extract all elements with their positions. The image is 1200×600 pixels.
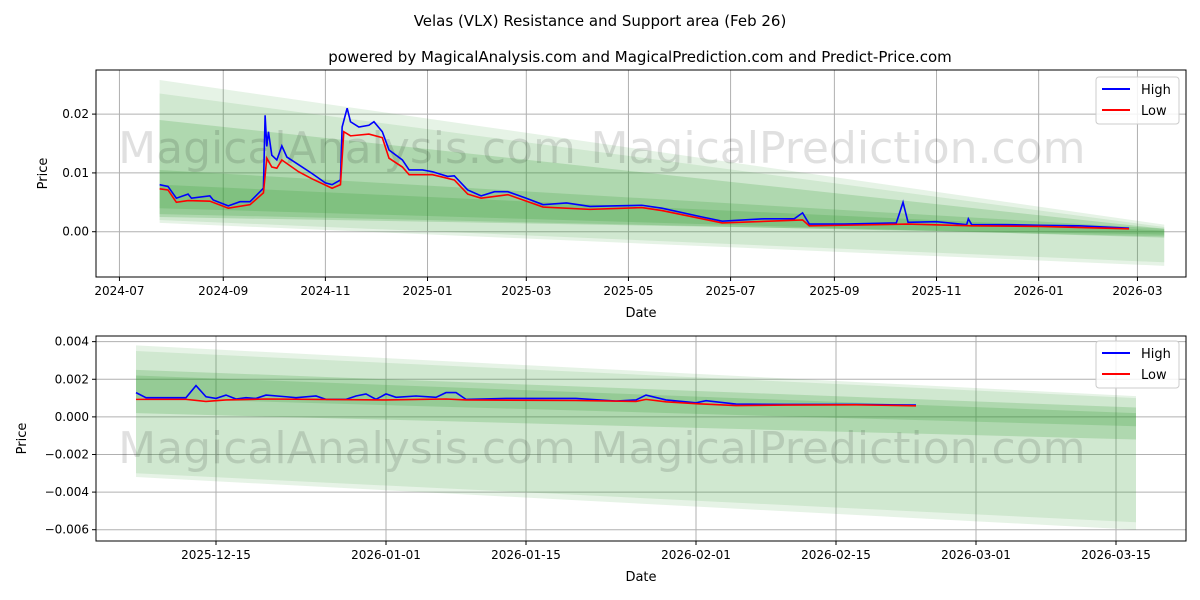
legend-label: High — [1141, 347, 1171, 362]
resistance-support-band — [159, 169, 1165, 237]
series-line-low — [136, 398, 917, 407]
x-tick-label: 2024-07 — [94, 284, 144, 298]
legend-label: Low — [1141, 104, 1167, 119]
y-tick-label: 0.000 — [55, 410, 89, 424]
plot-frame — [95, 335, 1187, 542]
x-tick-label: 2024-11 — [300, 284, 350, 298]
watermark-text: MagicalPrediction.com — [591, 423, 1086, 474]
x-tick-label: 2025-12-15 — [181, 548, 251, 562]
y-axis-label: Price — [15, 423, 30, 455]
y-tick-label: 0.01 — [62, 166, 89, 180]
x-tick-label: 2026-03-01 — [941, 548, 1011, 562]
y-tick-label: −0.004 — [45, 485, 89, 499]
legend: High Low — [1095, 76, 1180, 125]
y-tick-label: −0.006 — [45, 523, 89, 537]
y-tick-label: 0.00 — [62, 225, 89, 239]
watermark-text: MagicalAnalysis.com — [118, 423, 576, 474]
watermark-text: MagicalAnalysis.com — [118, 123, 576, 174]
x-tick-label: 2026-02-15 — [801, 548, 871, 562]
x-axis-label: Date — [625, 570, 656, 585]
x-tick-label: 2026-01-01 — [351, 548, 421, 562]
x-tick-label: 2024-09 — [198, 284, 248, 298]
x-tick-label: 2026-01 — [1014, 284, 1064, 298]
legend: High Low — [1095, 340, 1180, 389]
x-tick-label: 2026-02-01 — [661, 548, 731, 562]
x-tick-label: 2026-01-15 — [491, 548, 561, 562]
legend-label: High — [1141, 83, 1171, 98]
x-tick-label: 2026-03-15 — [1081, 548, 1151, 562]
x-tick-label: 2025-07 — [706, 284, 756, 298]
x-tick-label: 2026-03 — [1112, 284, 1162, 298]
x-axis-label: Date — [625, 306, 656, 321]
plot-frame — [95, 69, 1187, 278]
legend-label: Low — [1141, 368, 1167, 383]
y-tick-label: 0.004 — [55, 335, 89, 349]
series-line-high — [135, 384, 917, 406]
x-tick-label: 2025-09 — [809, 284, 859, 298]
watermark-text: MagicalPrediction.com — [591, 123, 1086, 174]
series-line-high — [159, 108, 1130, 229]
y-tick-label: 0.02 — [62, 107, 89, 121]
resistance-support-band — [159, 93, 1165, 263]
x-tick-label: 2025-05 — [603, 284, 653, 298]
chart-subtitle: powered by MagicalAnalysis.com and Magic… — [328, 48, 952, 66]
y-tick-label: −0.002 — [45, 447, 89, 461]
x-tick-label: 2025-01 — [402, 284, 452, 298]
y-axis-label: Price — [36, 158, 51, 190]
series-line-low — [159, 130, 1130, 230]
y-tick-label: 0.002 — [55, 372, 89, 386]
chart-title: Velas (VLX) Resistance and Support area … — [414, 12, 787, 30]
chart-panel-2: 2025-12-15 2026-01-01 2026-01-15 2026-02-01… — [15, 335, 1187, 585]
resistance-support-band — [136, 369, 1136, 440]
resistance-support-band — [159, 119, 1165, 238]
resistance-support-band — [136, 345, 1136, 530]
resistance-support-band — [159, 79, 1165, 266]
x-tick-label: 2025-11 — [911, 284, 961, 298]
chart-panel-1: 2024-07 2024-09 2024-11 2025-01 2025-03 2025-… — [36, 69, 1187, 321]
x-tick-label: 2025-03 — [501, 284, 551, 298]
